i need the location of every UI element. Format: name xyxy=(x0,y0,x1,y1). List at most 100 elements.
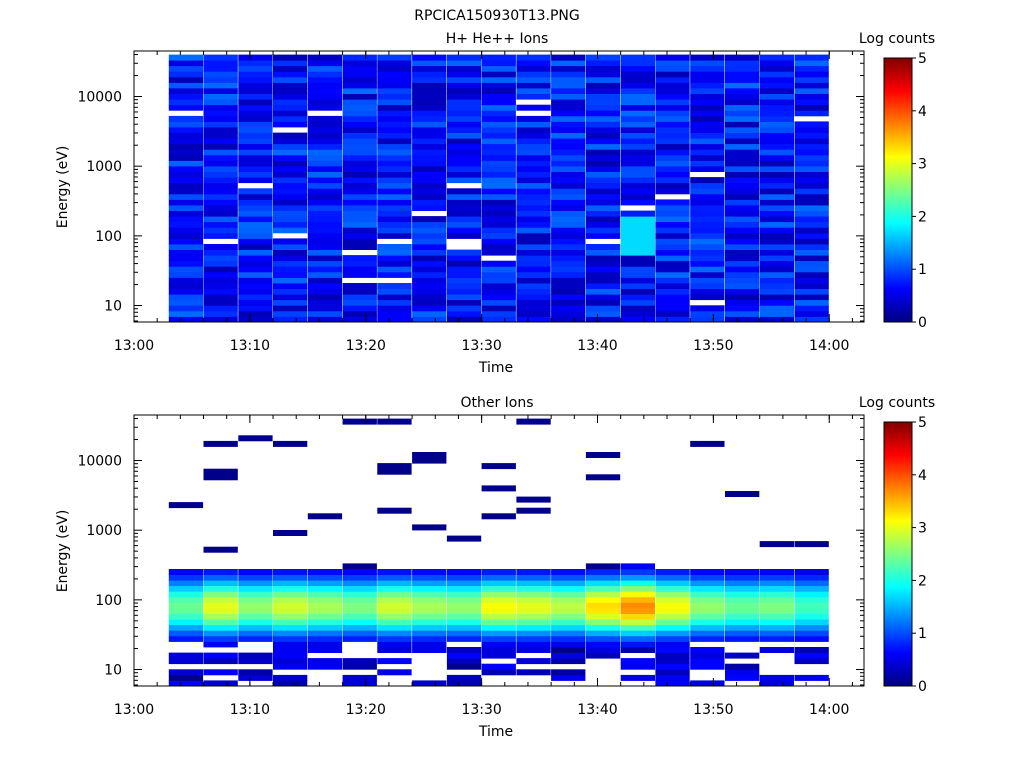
heatmap-cell xyxy=(203,680,238,687)
heatmap-cell xyxy=(203,608,238,614)
heatmap-cell xyxy=(412,127,447,133)
heatmap-cell xyxy=(794,674,829,681)
heatmap-cell xyxy=(238,238,273,245)
heatmap-cell xyxy=(481,299,516,306)
heatmap-cell xyxy=(759,227,794,234)
heatmap-cell xyxy=(585,310,621,317)
heatmap-cell xyxy=(377,166,412,172)
heatmap-cell xyxy=(725,635,760,642)
x-tick-label: 13:00 xyxy=(114,702,154,718)
heatmap-cell xyxy=(238,652,273,659)
heatmap-cell xyxy=(551,54,586,61)
heatmap-cell xyxy=(168,227,204,234)
heatmap-cell xyxy=(412,310,447,317)
heatmap-cell xyxy=(551,624,586,631)
heatmap-cell xyxy=(620,244,655,250)
heatmap-cell xyxy=(725,238,760,245)
heatmap-cell xyxy=(725,277,760,284)
heatmap-cell xyxy=(551,591,586,598)
heatmap-cell xyxy=(377,127,412,133)
heatmap-cell xyxy=(342,255,377,262)
heatmap-cell xyxy=(307,619,343,626)
heatmap-cell xyxy=(342,608,377,614)
heatmap-cell xyxy=(655,630,690,637)
heatmap-cell xyxy=(585,294,621,301)
heatmap-cell xyxy=(481,121,516,128)
heatmap-cell xyxy=(273,115,308,122)
heatmap-cell xyxy=(342,232,377,239)
heatmap-cell xyxy=(203,271,238,278)
heatmap-cell xyxy=(412,82,447,89)
heatmap-cell xyxy=(551,310,586,317)
heatmap-cell xyxy=(551,613,586,620)
heatmap-cell xyxy=(655,674,690,681)
heatmap-cell xyxy=(655,115,690,122)
heatmap-cell xyxy=(759,630,794,637)
heatmap-cell xyxy=(655,255,690,262)
heatmap-cell xyxy=(273,193,308,200)
heatmap-cell xyxy=(551,76,586,83)
heatmap-cell xyxy=(794,160,829,167)
heatmap-cell xyxy=(342,71,377,78)
heatmap-cell xyxy=(377,271,412,278)
heatmap-cell xyxy=(238,277,273,284)
heatmap-cell xyxy=(307,127,343,133)
heatmap-cell xyxy=(168,221,204,228)
heatmap-cell xyxy=(168,255,204,262)
heatmap-cell xyxy=(238,613,273,620)
heatmap-cell xyxy=(446,127,482,133)
heatmap-cell xyxy=(412,93,447,100)
heatmap-cell xyxy=(481,613,516,620)
heatmap-cell xyxy=(794,188,829,195)
heatmap-cell xyxy=(203,310,238,317)
colorbar xyxy=(883,421,913,687)
heatmap-cell xyxy=(551,188,586,195)
heatmap-cell xyxy=(168,310,204,317)
heatmap-cell xyxy=(446,221,482,228)
heatmap-cell xyxy=(620,143,655,150)
heatmap-cell xyxy=(516,71,551,78)
x-tick-label: 13:40 xyxy=(577,702,617,718)
heatmap-cell xyxy=(759,171,794,178)
heatmap-cell xyxy=(203,132,238,139)
heatmap-cell xyxy=(794,166,829,172)
heatmap-cell xyxy=(655,110,690,117)
heatmap-cell xyxy=(690,76,725,83)
heatmap-cell xyxy=(655,160,690,167)
heatmap-cell xyxy=(168,585,204,592)
heatmap-cell xyxy=(759,624,794,631)
heatmap-cell xyxy=(307,271,343,278)
heatmap-cell xyxy=(273,244,308,250)
heatmap-cell xyxy=(725,227,760,234)
heatmap-cell xyxy=(655,624,690,631)
heatmap-cell xyxy=(481,669,516,676)
heatmap-cell xyxy=(585,580,621,587)
heatmap-cell xyxy=(446,88,482,94)
heatmap-cell xyxy=(203,260,238,267)
heatmap-cell xyxy=(412,569,447,575)
y-tick-label: 100 xyxy=(95,229,122,245)
heatmap-cell xyxy=(759,585,794,592)
heatmap-cell xyxy=(759,271,794,278)
heatmap-cell xyxy=(655,65,690,72)
heatmap-cell xyxy=(412,227,447,234)
heatmap-cell xyxy=(690,149,725,156)
heatmap-cell xyxy=(203,199,238,206)
heatmap-cell xyxy=(446,171,482,178)
heatmap-cell xyxy=(307,82,343,89)
heatmap-cell xyxy=(168,82,204,89)
heatmap-cell xyxy=(655,669,690,676)
heatmap-cell xyxy=(725,182,760,189)
heatmap-cell xyxy=(690,182,725,189)
heatmap-cell xyxy=(342,613,377,620)
heatmap-cell xyxy=(725,663,760,670)
heatmap-cell xyxy=(551,658,586,665)
heatmap-cell xyxy=(655,569,690,575)
colorbar-tick-label: 3 xyxy=(918,157,927,173)
heatmap-cell xyxy=(655,76,690,83)
heatmap-cell xyxy=(585,188,621,195)
heatmap-cell xyxy=(238,93,273,100)
heatmap-cell xyxy=(377,71,412,78)
heatmap-cell xyxy=(794,541,829,548)
heatmap-cell xyxy=(342,574,377,581)
